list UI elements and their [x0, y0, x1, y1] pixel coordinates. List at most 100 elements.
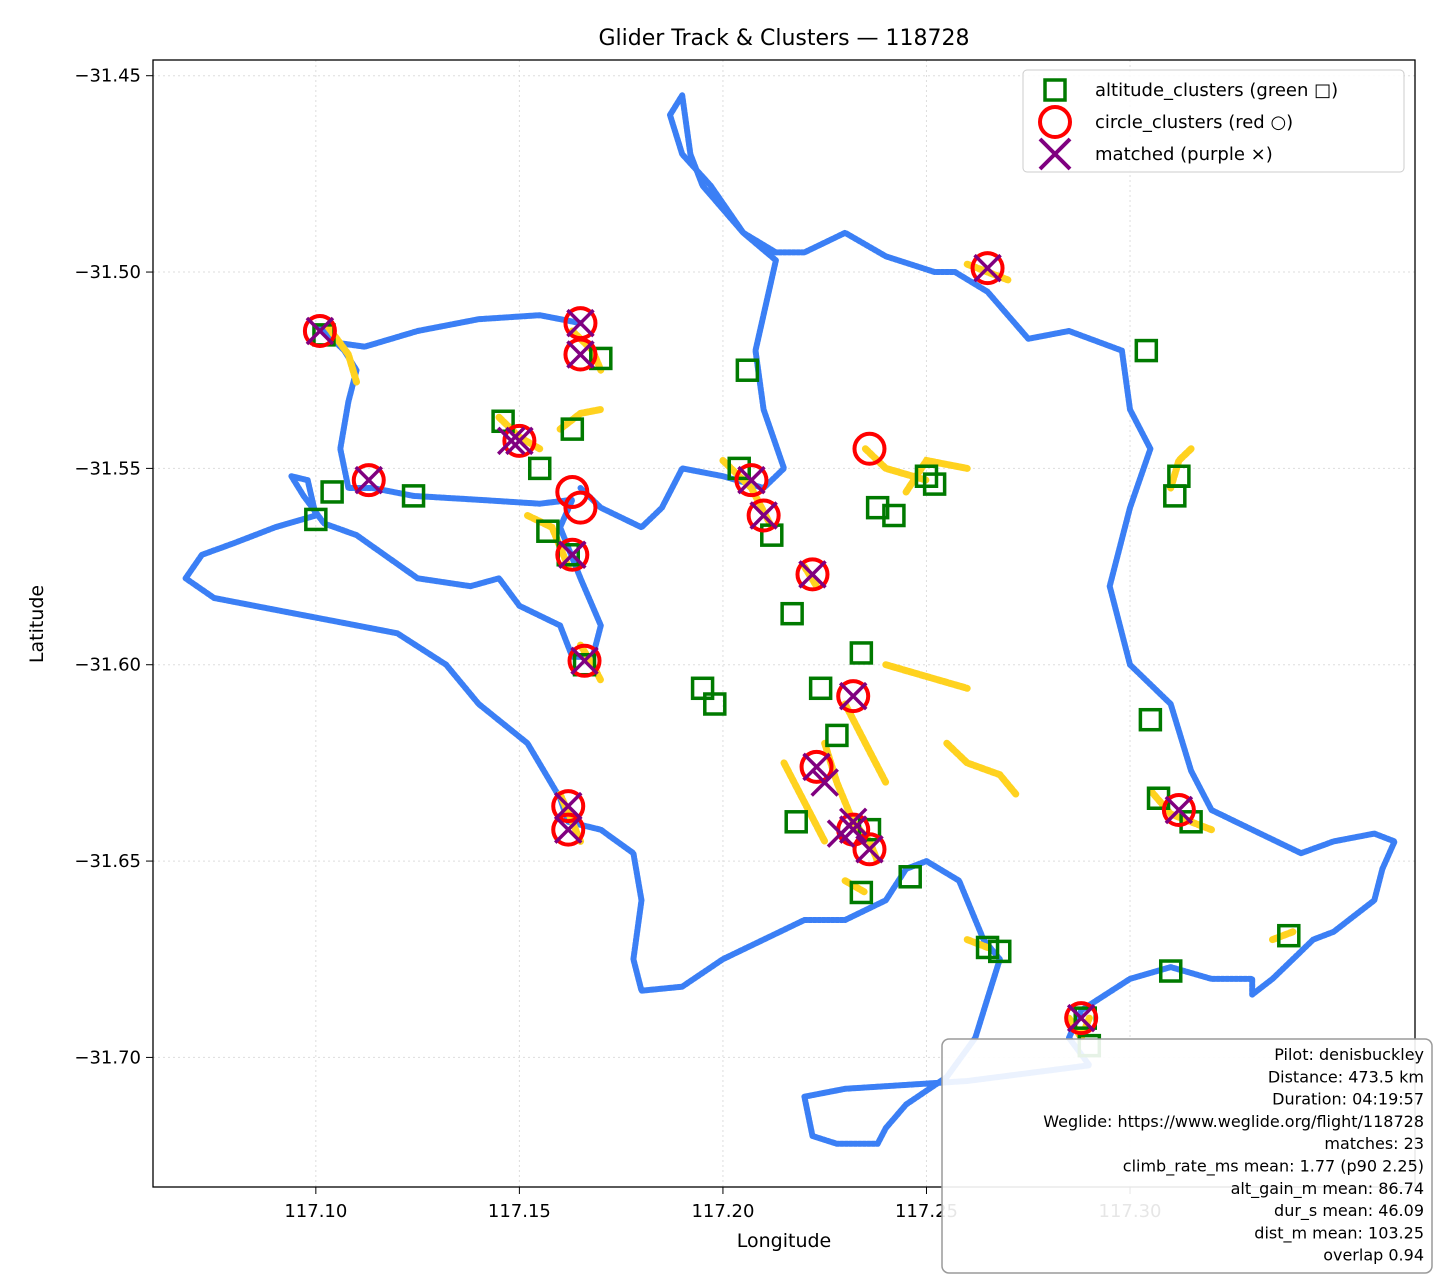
circle-cluster-layer [302, 251, 1196, 1036]
matched-stroke [802, 752, 831, 782]
y-tick-label: −31.50 [74, 262, 141, 283]
legend: altitude_clusters (green □) circle_cluste… [1022, 69, 1405, 173]
climb-segment [943, 739, 1020, 798]
info-box-frame [941, 1038, 1433, 1274]
climb-segment [1167, 445, 1195, 492]
legend-x-marker [1038, 137, 1072, 171]
altitude-cluster-marker [527, 456, 552, 481]
circle-cluster-marker [563, 490, 598, 525]
matched-marker [566, 340, 595, 369]
matched-stroke [973, 253, 1002, 283]
matched-marker [505, 426, 534, 456]
matched-marker [554, 815, 583, 844]
matched-stroke [749, 501, 778, 530]
circle-cluster-marker [302, 313, 337, 348]
altitude-cluster-marker [808, 676, 833, 701]
altitude-cluster-marker [849, 880, 874, 905]
circle-cluster-marker [555, 537, 590, 572]
altitude-cluster-marker [703, 692, 727, 716]
circle-cluster-marker [734, 463, 769, 498]
climb-segment [841, 877, 869, 896]
altitude-cluster-marker [1179, 810, 1203, 834]
matched-stroke [558, 540, 587, 570]
info-line: climb_rate_ms mean: 1.77 (p90 2.25) [1123, 1157, 1424, 1177]
matched-marker [798, 560, 827, 589]
matched-marker [973, 253, 1002, 283]
matched-stroke [855, 835, 884, 864]
climb-segment [577, 641, 605, 684]
matched-marker [1066, 1003, 1096, 1033]
climb-segment [841, 700, 890, 786]
circle-cluster-marker [970, 251, 1005, 286]
matched-stroke [497, 426, 526, 456]
climb-segment [1269, 928, 1297, 944]
matched-marker [570, 646, 599, 676]
matched-layer [305, 253, 1194, 1033]
matched-marker [305, 316, 335, 346]
matched-stroke [838, 681, 868, 711]
altitude-cluster-marker [536, 519, 560, 543]
circle-cluster-marker [563, 337, 598, 372]
legend-circle-marker [1038, 105, 1072, 139]
info-line: dur_s mean: 46.09 [1274, 1201, 1424, 1221]
matched-marker [558, 540, 587, 570]
circle-cluster-marker [551, 789, 586, 824]
circle-cluster-marker [1161, 793, 1196, 828]
x-tick-label: 117.10 [284, 1201, 347, 1222]
plot-frame [152, 59, 1416, 1188]
circle-cluster-marker [502, 423, 537, 458]
legend-label: circle_clusters (red ○) [1095, 112, 1293, 133]
altitude-cluster-marker [975, 935, 1000, 960]
matched-marker [737, 465, 766, 495]
matched-stroke [1066, 1003, 1096, 1033]
info-box: Pilot: denisbuckley Distance: 473.5 km Dur… [941, 1038, 1433, 1274]
circle-cluster-marker [852, 832, 887, 867]
altitude-cluster-marker [825, 723, 849, 748]
altitude-cluster-marker [727, 456, 751, 481]
legend-label: matched (purple ×) [1095, 144, 1273, 165]
altitude-cluster-marker [401, 484, 426, 508]
info-line: Pilot: denisbuckley [1274, 1045, 1424, 1064]
flight-track [182, 92, 1398, 1147]
matched-stroke [570, 646, 599, 676]
climb-segment [1146, 786, 1215, 834]
x-tick-label: 117.20 [691, 1201, 754, 1222]
info-line: overlap 0.94 [1323, 1246, 1424, 1265]
altitude-cluster-marker [320, 480, 344, 504]
altitude-cluster-marker [690, 676, 715, 701]
y-tick-label: −31.65 [74, 851, 141, 872]
circle-cluster-marker [551, 812, 586, 847]
info-line: alt_gain_m mean: 86.74 [1231, 1179, 1424, 1199]
matched-stroke [554, 791, 583, 821]
altitude-cluster-marker [988, 939, 1012, 964]
matched-marker [826, 819, 856, 848]
altitude-cluster-marker [780, 601, 804, 626]
circle-cluster-marker [795, 557, 830, 592]
altitude-cluster-marker [849, 641, 874, 665]
altitude-cluster-marker [922, 472, 947, 496]
matched-marker [497, 426, 526, 456]
matched-marker [554, 791, 583, 821]
circle-cluster-marker [351, 463, 386, 498]
altitude-cluster-marker [882, 503, 906, 528]
circle-cluster-marker [555, 474, 590, 509]
legend-label: altitude_clusters (green □) [1095, 80, 1338, 101]
matched-marker [566, 308, 595, 338]
info-line: dist_m mean: 103.25 [1254, 1223, 1424, 1243]
matched-stroke [798, 560, 827, 589]
matched-marker [838, 681, 868, 711]
altitude-cluster-marker [914, 464, 939, 488]
altitude-cluster-marker [589, 346, 613, 371]
circle-cluster-marker [852, 431, 887, 466]
legend-box [1022, 69, 1405, 173]
altitude-cluster-marker [1158, 959, 1183, 983]
altitude-cluster-marker [735, 358, 760, 382]
y-axis-label: Latitude [26, 585, 48, 663]
climb-segment [902, 456, 971, 496]
circle-cluster-marker [1064, 1001, 1099, 1036]
altitude-cluster-marker [1134, 338, 1159, 363]
climb-segment [780, 759, 829, 845]
matched-stroke [505, 426, 534, 456]
altitude-cluster-marker [784, 810, 808, 834]
climb-segment [524, 512, 572, 571]
